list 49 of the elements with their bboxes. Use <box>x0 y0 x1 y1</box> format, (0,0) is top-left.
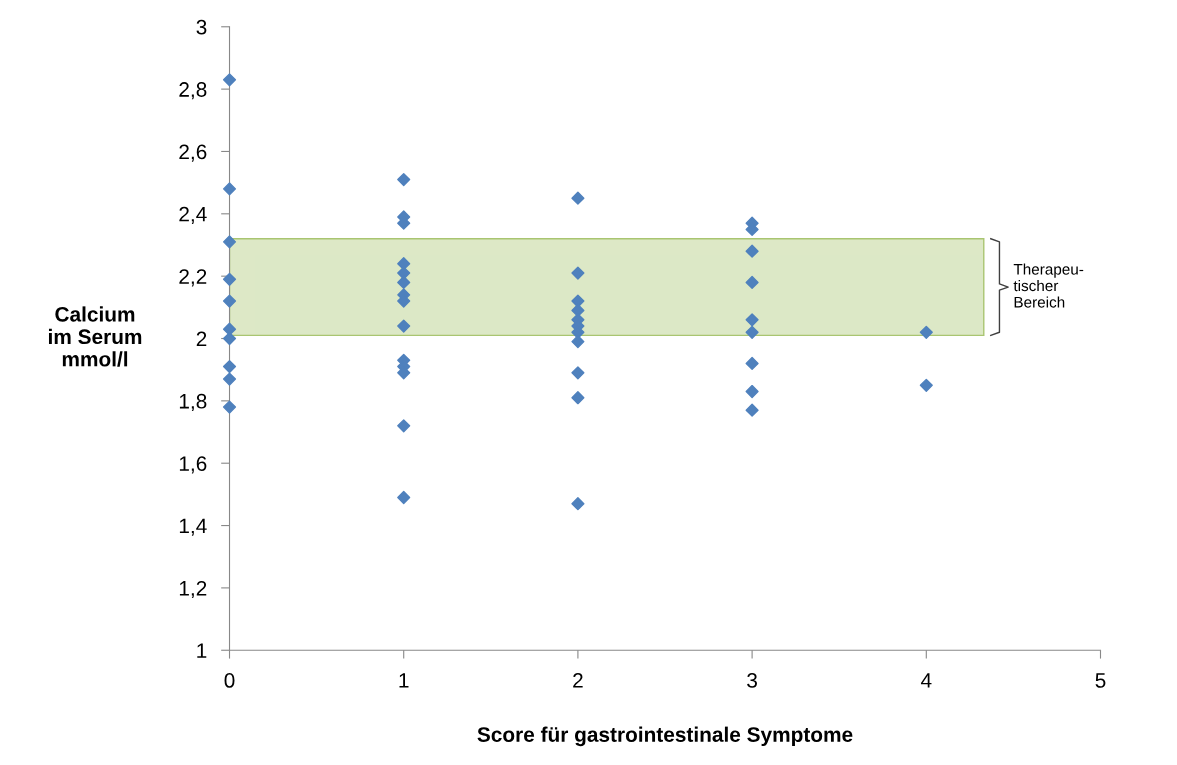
y-tick-label: 2 <box>196 331 207 347</box>
x-tick-label: 3 <box>747 673 757 688</box>
y-tick-label: 2,2 <box>179 269 207 287</box>
y-tick-label: 2,4 <box>179 206 207 225</box>
point <box>571 266 585 280</box>
point <box>222 372 237 386</box>
point <box>919 325 933 339</box>
x-tick-label: 4 <box>920 673 932 688</box>
point <box>571 335 585 349</box>
point <box>745 384 759 399</box>
x-tick-label: 5 <box>1095 673 1106 688</box>
x-tick-label: 2 <box>573 673 583 688</box>
point <box>745 356 759 371</box>
point <box>919 378 933 392</box>
x-axis-title: Score für gastrointestinale Symptome <box>477 726 853 747</box>
y-tick-label: 1,8 <box>179 393 207 412</box>
point <box>397 172 411 187</box>
y-tick-label: 1 <box>197 643 207 658</box>
x-tick-label: 0 <box>224 673 235 688</box>
point <box>222 73 237 87</box>
y-tick-label: 2,6 <box>179 144 207 162</box>
y-tick-label: 2,8 <box>179 82 207 100</box>
y-tick-label: 1,4 <box>179 518 207 536</box>
point <box>222 235 237 249</box>
x-tick-label: 1 <box>399 673 409 688</box>
point <box>571 191 585 205</box>
point <box>397 275 411 289</box>
point <box>571 391 585 405</box>
point <box>397 419 411 433</box>
point <box>745 275 759 289</box>
point <box>222 182 237 196</box>
point <box>571 366 585 380</box>
point <box>397 490 411 505</box>
point <box>571 497 585 511</box>
y-tick-label: 3 <box>196 19 207 35</box>
y-tick-label: 1,6 <box>179 456 207 474</box>
point <box>745 403 759 417</box>
y-axis-title: Calcium im Serum mmol/l <box>48 306 142 367</box>
point <box>222 272 237 286</box>
point <box>222 322 237 336</box>
point <box>222 400 237 414</box>
band-label: Therapeu- tischer Bereich <box>1013 263 1084 308</box>
point <box>222 294 237 308</box>
point <box>222 359 237 374</box>
point <box>745 313 759 327</box>
y-tick-label: 1,2 <box>179 580 207 599</box>
point <box>745 325 759 339</box>
point <box>397 319 411 333</box>
point <box>745 244 759 258</box>
